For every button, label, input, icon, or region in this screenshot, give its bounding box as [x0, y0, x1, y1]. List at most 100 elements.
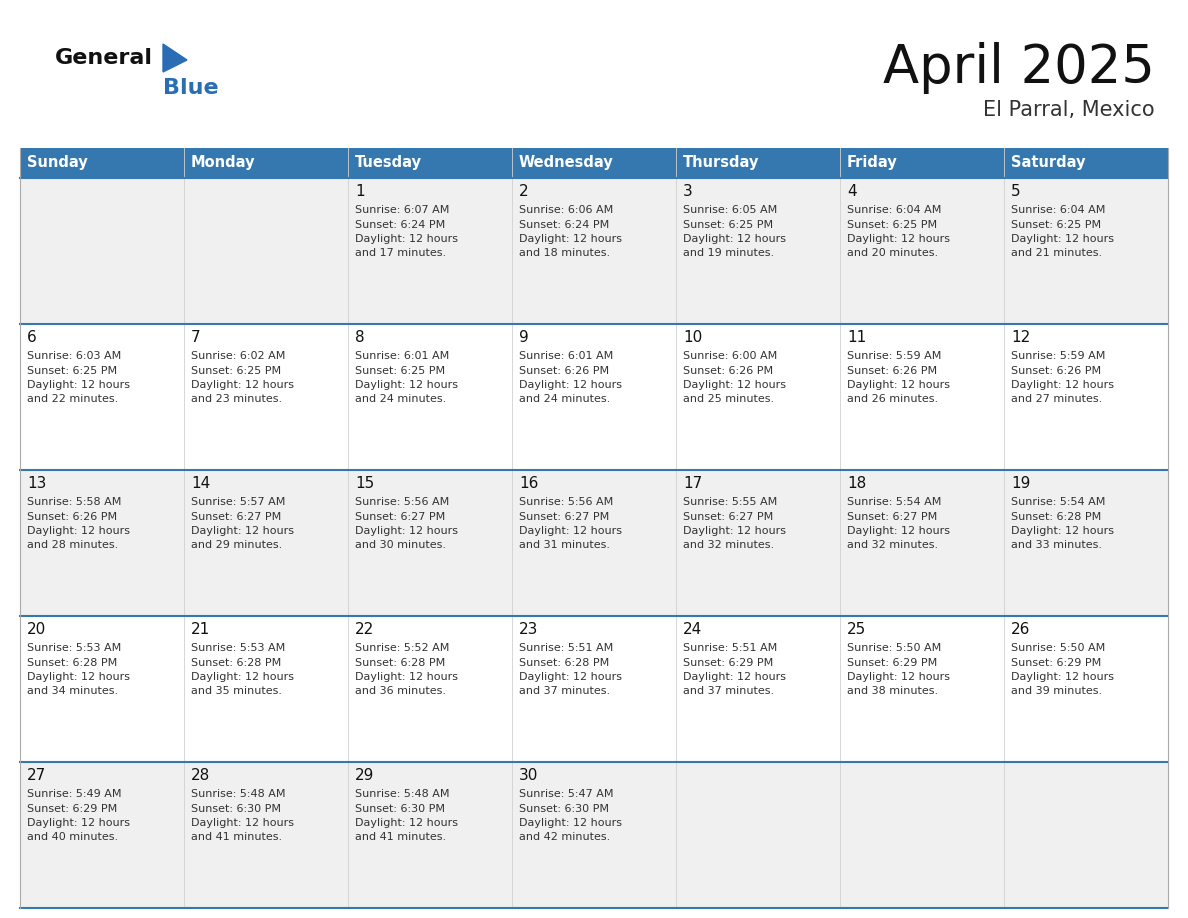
Text: Daylight: 12 hours: Daylight: 12 hours [519, 672, 623, 682]
Text: 19: 19 [1011, 476, 1030, 490]
Text: and 18 minutes.: and 18 minutes. [519, 249, 611, 259]
Text: 3: 3 [683, 184, 693, 198]
Text: Sunrise: 5:55 AM: Sunrise: 5:55 AM [683, 497, 777, 507]
Text: and 34 minutes.: and 34 minutes. [27, 687, 118, 697]
Bar [512, 148, 676, 178]
Text: Sunset: 6:28 PM: Sunset: 6:28 PM [355, 657, 446, 667]
Text: and 37 minutes.: and 37 minutes. [519, 687, 611, 697]
Text: 6: 6 [27, 330, 37, 344]
Text: 16: 16 [519, 476, 538, 490]
Text: Friday: Friday [847, 155, 898, 171]
Text: and 36 minutes.: and 36 minutes. [355, 687, 446, 697]
Text: and 17 minutes.: and 17 minutes. [355, 249, 447, 259]
Text: and 27 minutes.: and 27 minutes. [1011, 395, 1102, 405]
Text: Sunrise: 5:54 AM: Sunrise: 5:54 AM [847, 497, 941, 507]
Text: Sunset: 6:28 PM: Sunset: 6:28 PM [191, 657, 282, 667]
Text: Sunrise: 5:49 AM: Sunrise: 5:49 AM [27, 789, 121, 799]
Text: Sunset: 6:28 PM: Sunset: 6:28 PM [1011, 511, 1101, 521]
Text: 18: 18 [847, 476, 866, 490]
Text: Sunset: 6:27 PM: Sunset: 6:27 PM [191, 511, 282, 521]
Text: Monday: Monday [191, 155, 255, 171]
Text: Sunset: 6:29 PM: Sunset: 6:29 PM [1011, 657, 1101, 667]
Text: 14: 14 [191, 476, 210, 490]
Text: and 24 minutes.: and 24 minutes. [519, 395, 611, 405]
Text: and 32 minutes.: and 32 minutes. [847, 541, 939, 551]
Text: Sunrise: 5:51 AM: Sunrise: 5:51 AM [519, 643, 613, 653]
Text: Sunrise: 6:02 AM: Sunrise: 6:02 AM [191, 351, 285, 361]
Text: Daylight: 12 hours: Daylight: 12 hours [847, 380, 950, 390]
Text: General: General [55, 48, 153, 68]
Text: Sunset: 6:26 PM: Sunset: 6:26 PM [1011, 365, 1101, 375]
Text: Daylight: 12 hours: Daylight: 12 hours [27, 672, 129, 682]
Text: Sunrise: 6:06 AM: Sunrise: 6:06 AM [519, 205, 613, 215]
Text: and 38 minutes.: and 38 minutes. [847, 687, 939, 697]
Text: Sunrise: 5:59 AM: Sunrise: 5:59 AM [1011, 351, 1105, 361]
Text: 22: 22 [355, 621, 374, 636]
Text: Sunrise: 6:01 AM: Sunrise: 6:01 AM [519, 351, 613, 361]
Text: Sunrise: 5:54 AM: Sunrise: 5:54 AM [1011, 497, 1105, 507]
Text: Daylight: 12 hours: Daylight: 12 hours [1011, 526, 1114, 536]
Bar [20, 324, 1168, 470]
Text: 2: 2 [519, 184, 529, 198]
Text: Sunset: 6:26 PM: Sunset: 6:26 PM [847, 365, 937, 375]
Text: Daylight: 12 hours: Daylight: 12 hours [27, 526, 129, 536]
Text: Daylight: 12 hours: Daylight: 12 hours [27, 380, 129, 390]
Polygon shape [163, 44, 187, 72]
Text: Sunset: 6:27 PM: Sunset: 6:27 PM [519, 511, 609, 521]
Text: Daylight: 12 hours: Daylight: 12 hours [519, 526, 623, 536]
Text: 7: 7 [191, 330, 201, 344]
Text: Saturday: Saturday [1011, 155, 1086, 171]
Text: and 29 minutes.: and 29 minutes. [191, 541, 283, 551]
Text: Sunset: 6:30 PM: Sunset: 6:30 PM [355, 803, 446, 813]
Text: 26: 26 [1011, 621, 1030, 636]
Text: Daylight: 12 hours: Daylight: 12 hours [847, 672, 950, 682]
Text: 25: 25 [847, 621, 866, 636]
Text: Sunrise: 5:50 AM: Sunrise: 5:50 AM [847, 643, 941, 653]
Text: Sunset: 6:26 PM: Sunset: 6:26 PM [27, 511, 118, 521]
Text: Daylight: 12 hours: Daylight: 12 hours [355, 526, 459, 536]
Text: Sunset: 6:27 PM: Sunset: 6:27 PM [683, 511, 773, 521]
Text: Sunset: 6:29 PM: Sunset: 6:29 PM [27, 803, 118, 813]
Text: Sunrise: 6:01 AM: Sunrise: 6:01 AM [355, 351, 449, 361]
Text: Blue: Blue [163, 78, 219, 98]
Text: Sunset: 6:24 PM: Sunset: 6:24 PM [355, 219, 446, 230]
Text: Sunset: 6:26 PM: Sunset: 6:26 PM [519, 365, 609, 375]
Text: Sunrise: 6:07 AM: Sunrise: 6:07 AM [355, 205, 449, 215]
Text: Sunrise: 5:56 AM: Sunrise: 5:56 AM [355, 497, 449, 507]
Text: Sunset: 6:25 PM: Sunset: 6:25 PM [355, 365, 446, 375]
Text: Daylight: 12 hours: Daylight: 12 hours [191, 672, 293, 682]
Text: Daylight: 12 hours: Daylight: 12 hours [519, 380, 623, 390]
Text: Daylight: 12 hours: Daylight: 12 hours [191, 818, 293, 828]
Text: Daylight: 12 hours: Daylight: 12 hours [355, 672, 459, 682]
Text: 20: 20 [27, 621, 46, 636]
Text: 12: 12 [1011, 330, 1030, 344]
Text: and 28 minutes.: and 28 minutes. [27, 541, 119, 551]
Text: Sunrise: 5:57 AM: Sunrise: 5:57 AM [191, 497, 285, 507]
Text: and 20 minutes.: and 20 minutes. [847, 249, 939, 259]
Text: Daylight: 12 hours: Daylight: 12 hours [519, 818, 623, 828]
Text: Sunrise: 6:04 AM: Sunrise: 6:04 AM [847, 205, 941, 215]
Text: Sunrise: 6:05 AM: Sunrise: 6:05 AM [683, 205, 777, 215]
Text: 13: 13 [27, 476, 46, 490]
Text: Sunday: Sunday [27, 155, 88, 171]
Text: Daylight: 12 hours: Daylight: 12 hours [355, 818, 459, 828]
Text: Sunset: 6:28 PM: Sunset: 6:28 PM [519, 657, 609, 667]
Text: 30: 30 [519, 767, 538, 782]
Text: Sunrise: 6:04 AM: Sunrise: 6:04 AM [1011, 205, 1105, 215]
Text: 17: 17 [683, 476, 702, 490]
Text: Sunset: 6:28 PM: Sunset: 6:28 PM [27, 657, 118, 667]
Text: Sunset: 6:25 PM: Sunset: 6:25 PM [191, 365, 282, 375]
Text: Daylight: 12 hours: Daylight: 12 hours [519, 234, 623, 244]
Bar [348, 148, 512, 178]
Bar [20, 762, 1168, 908]
Text: Sunrise: 5:53 AM: Sunrise: 5:53 AM [191, 643, 285, 653]
Text: Daylight: 12 hours: Daylight: 12 hours [847, 234, 950, 244]
Text: 21: 21 [191, 621, 210, 636]
Text: 10: 10 [683, 330, 702, 344]
Text: Sunset: 6:25 PM: Sunset: 6:25 PM [27, 365, 118, 375]
Text: Sunset: 6:27 PM: Sunset: 6:27 PM [847, 511, 937, 521]
Text: Tuesday: Tuesday [355, 155, 422, 171]
Text: Daylight: 12 hours: Daylight: 12 hours [191, 526, 293, 536]
Text: Sunrise: 5:48 AM: Sunrise: 5:48 AM [355, 789, 449, 799]
Text: and 35 minutes.: and 35 minutes. [191, 687, 282, 697]
